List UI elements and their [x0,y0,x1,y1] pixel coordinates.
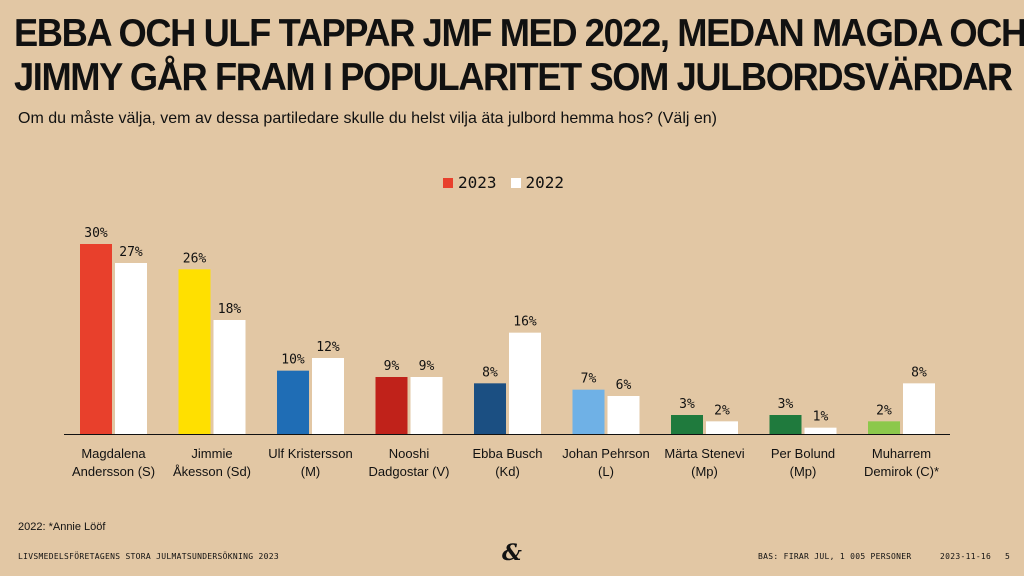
bar-2022-3 [410,377,443,434]
bar-2023-7 [769,415,802,434]
data-label-2023-0: 30% [84,226,108,241]
data-label-2022-6: 2% [714,403,730,418]
data-label-2023-6: 3% [679,397,695,412]
category-label-1-1: Åkesson (Sd) [173,464,251,479]
bar-2022-8 [903,383,935,434]
page-title: EBBA OCH ULF TAPPAR JMF MED 2022, MEDAN … [14,12,1024,100]
bar-2023-2 [277,370,309,434]
category-label-4-1: (Kd) [495,464,520,479]
bar-2022-2 [312,358,344,434]
data-label-2022-2: 12% [316,340,340,355]
legend-label-2023: 2023 [458,173,497,192]
bar-2022-6 [706,421,738,434]
category-label-7-1: (Mp) [790,464,817,479]
category-label-6-1: (Mp) [691,464,718,479]
data-label-2022-7: 1% [813,410,829,425]
category-label-8-0: Muharrem [872,446,931,461]
data-label-2022-3: 9% [419,359,435,374]
legend-item-2022: 2022 [510,173,565,192]
category-label-3-1: Dadgostar (V) [369,464,450,479]
category-label-2-0: Ulf Kristersson [268,446,353,461]
bar-2023-3 [375,377,408,434]
category-label-0-0: Magdalena [81,446,146,461]
category-label-6-0: Märta Stenevi [664,446,744,461]
title-line-1: EBBA OCH ULF TAPPAR JMF MED 2022, MEDAN … [14,12,1024,55]
bar-2023-0 [80,244,112,434]
data-label-2022-8: 8% [911,365,927,380]
bar-2022-7 [804,427,837,434]
data-label-2023-1: 26% [183,251,207,266]
category-label-4-0: Ebba Busch [472,446,542,461]
bar-2022-5 [607,396,640,434]
legend-swatch-2023 [443,177,453,188]
footnote: 2022: *Annie Lööf [18,521,106,533]
legend-item-2023: 2023 [443,173,497,192]
category-label-5-0: Johan Pehrson [562,446,649,461]
bar-2023-4 [474,383,506,434]
category-label-2-1: (M) [301,464,321,479]
data-label-2023-2: 10% [281,353,305,368]
brand-logo: & [502,540,522,566]
category-label-8-1: Demirok (C)* [864,464,939,479]
category-label-0-1: Andersson (S) [72,464,155,479]
bar-2022-4 [509,332,541,434]
data-label-2022-0: 27% [119,245,143,260]
data-label-2023-8: 2% [876,403,892,418]
category-label-1-0: Jimmie [191,446,232,461]
data-label-2023-4: 8% [482,365,498,380]
bar-2023-5 [572,389,605,434]
bar-2022-1 [213,320,246,434]
footer-source: LIVSMEDELSFÖRETAGENS STORA JULMATSUNDERS… [18,552,279,561]
bar-2023-1 [178,269,211,434]
bar-2022-0 [115,263,147,434]
legend-label-2022: 2022 [525,173,565,192]
bar-2023-8 [868,421,900,434]
legend: 2023 2022 [443,173,578,192]
footer-page-number: 5 [1005,552,1011,561]
data-label-2022-1: 18% [218,302,242,317]
data-label-2022-4: 16% [513,315,537,330]
subtitle: Om du måste välja, vem av dessa partiled… [18,110,717,127]
footer-date: 2023-11-16 [940,552,992,561]
footer-base: BAS: FIRAR JUL, 1 005 PERSONER [758,552,912,561]
legend-swatch-2022 [510,177,521,188]
category-label-3-0: Nooshi [389,446,430,461]
data-label-2022-5: 6% [616,378,632,393]
data-label-2023-5: 7% [581,372,597,387]
title-line-2: JIMMY GÅR FRAM I POPULARITET SOM JULBORD… [14,56,1013,99]
category-label-5-1: (L) [598,464,614,479]
bar-2023-6 [671,415,703,434]
data-label-2023-3: 9% [384,359,400,374]
data-label-2023-7: 3% [778,397,794,412]
category-label-7-0: Per Bolund [771,446,835,461]
